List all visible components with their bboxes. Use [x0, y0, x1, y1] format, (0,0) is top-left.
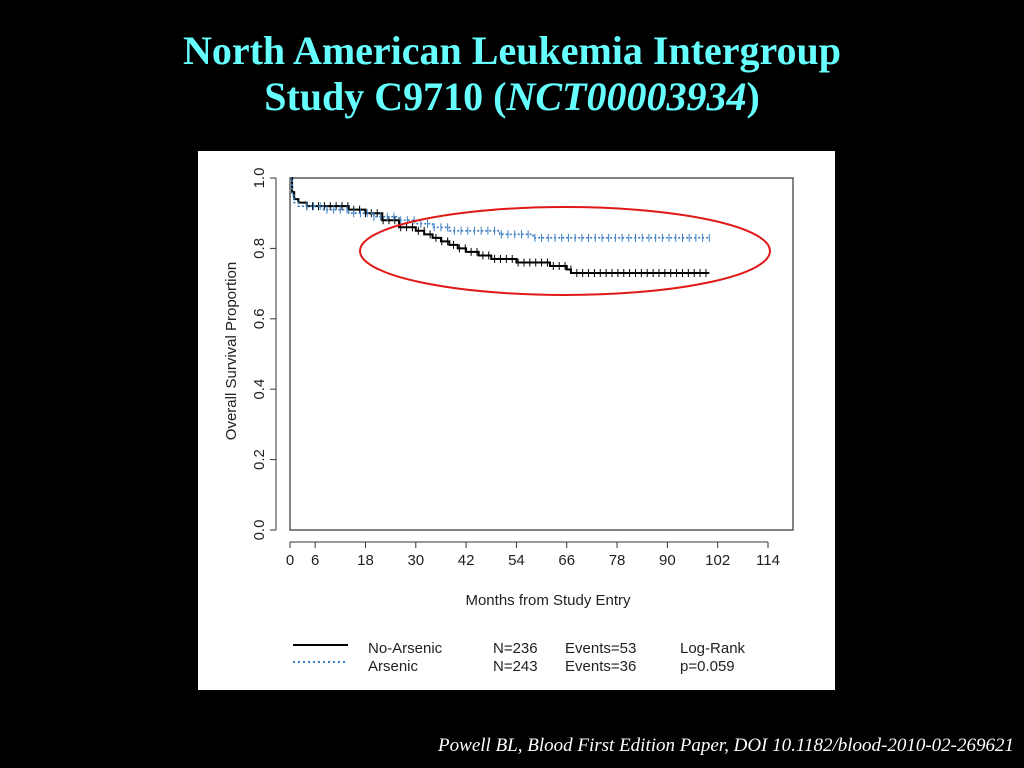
legend-logrank-label: Log-Rank	[680, 640, 746, 657]
title-suffix: )	[746, 74, 760, 119]
y-axis: 0.0 0.2 0.4 0.6 0.8 1.0	[251, 168, 277, 541]
title-prefix: Study C9710 (	[264, 74, 507, 119]
y-tick-label: 0.6	[251, 308, 268, 329]
y-tick-label: 0.8	[251, 238, 268, 259]
survival-chart-panel: 0.0 0.2 0.4 0.6 0.8 1.0 0 6 18 30 42 54 66 78 90 102 11…	[198, 151, 835, 690]
x-tick-label: 6	[311, 552, 319, 569]
title-line-2: Study C9710 (NCT00003934)	[0, 74, 1024, 120]
survival-curves	[290, 177, 710, 278]
legend-name-arsenic: Arsenic	[368, 658, 419, 675]
trial-id: NCT00003934	[506, 74, 747, 119]
x-tick-label: 90	[659, 552, 676, 569]
x-axis-label: Months from Study Entry	[465, 592, 631, 609]
citation: Powell BL, Blood First Edition Paper, DO…	[438, 735, 1014, 756]
legend-n-arsenic: N=243	[493, 658, 538, 675]
y-tick-label: 0.4	[251, 379, 268, 400]
survival-line-no-arsenic	[290, 177, 710, 275]
x-tick-label: 102	[705, 552, 730, 569]
slide-title: North American Leukemia Intergroup Study…	[0, 28, 1024, 120]
legend-n-no-arsenic: N=236	[493, 640, 538, 657]
x-tick-label: 0	[286, 552, 294, 569]
legend-name-no-arsenic: No-Arsenic	[368, 640, 443, 657]
x-tick-label: 114	[756, 552, 780, 569]
x-axis: 0 6 18 30 42 54 66 78 90 102 114	[286, 541, 780, 569]
highlight-ellipse	[359, 206, 771, 296]
x-tick-label: 54	[508, 552, 525, 569]
y-tick-label: 1.0	[251, 168, 268, 189]
x-tick-label: 66	[558, 552, 575, 569]
y-tick-label: 0.2	[251, 449, 268, 470]
x-tick-label: 78	[609, 552, 626, 569]
plot-frame	[289, 177, 794, 531]
y-tick-label: 0.0	[251, 520, 268, 541]
legend-events-no-arsenic: Events=53	[565, 640, 636, 657]
x-tick-label: 42	[458, 552, 475, 569]
survival-line-arsenic	[290, 177, 710, 239]
title-line-1: North American Leukemia Intergroup	[182, 28, 842, 73]
y-axis-label: Overall Survival Proportion	[223, 262, 240, 440]
legend-p-value: p=0.059	[680, 658, 735, 675]
x-tick-label: 30	[407, 552, 424, 569]
legend: No-Arsenic Arsenic N=236 N=243 Events=53…	[293, 640, 746, 675]
x-tick-label: 18	[357, 552, 374, 569]
survival-chart: 0.0 0.2 0.4 0.6 0.8 1.0 0 6 18 30 42 54 66 78 90 102 11…	[223, 168, 794, 675]
legend-events-arsenic: Events=36	[565, 658, 636, 675]
